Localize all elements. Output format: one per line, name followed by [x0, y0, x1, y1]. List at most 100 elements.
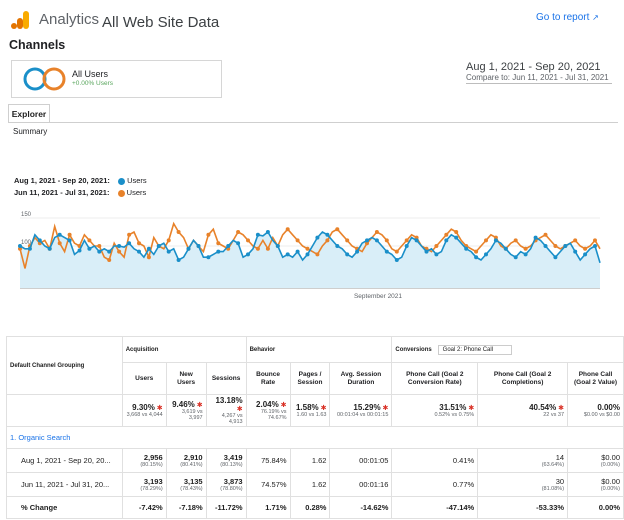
column-header[interactable]: Bounce Rate: [245, 362, 291, 395]
previous-series-point[interactable]: [216, 241, 221, 246]
current-series-point[interactable]: [27, 246, 32, 251]
current-series-point[interactable]: [255, 232, 260, 237]
previous-series-point[interactable]: [513, 238, 518, 243]
previous-series-point[interactable]: [107, 258, 112, 262]
current-series-point[interactable]: [454, 235, 459, 240]
current-series-point[interactable]: [464, 246, 469, 251]
previous-series-point[interactable]: [414, 235, 419, 240]
previous-series-point[interactable]: [573, 238, 578, 243]
previous-series-point[interactable]: [434, 244, 439, 248]
current-series-point[interactable]: [275, 244, 280, 248]
current-series-point[interactable]: [543, 244, 548, 248]
previous-series-point[interactable]: [543, 232, 548, 237]
current-series-point[interactable]: [583, 252, 588, 257]
previous-series-point[interactable]: [255, 246, 260, 251]
previous-series-point[interactable]: [166, 238, 171, 243]
previous-series-point[interactable]: [146, 255, 151, 260]
previous-series-point[interactable]: [553, 244, 558, 248]
current-series-point[interactable]: [107, 249, 112, 254]
previous-series-point[interactable]: [335, 227, 340, 232]
previous-series-point[interactable]: [384, 238, 389, 243]
previous-series-point[interactable]: [593, 238, 597, 243]
current-series-point[interactable]: [503, 246, 508, 251]
previous-series-point[interactable]: [583, 246, 588, 251]
current-series-point[interactable]: [265, 230, 270, 234]
current-series-point[interactable]: [77, 248, 82, 253]
current-series-point[interactable]: [206, 255, 211, 260]
current-series-point[interactable]: [474, 255, 479, 260]
compare-range[interactable]: Compare to: Jun 11, 2021 - Jul 31, 2021: [466, 73, 609, 82]
current-series-point[interactable]: [434, 252, 439, 257]
current-series-point[interactable]: [146, 246, 151, 251]
previous-series-point[interactable]: [137, 241, 141, 246]
previous-series-point[interactable]: [117, 249, 122, 254]
go-to-report-link[interactable]: Go to report ↗: [536, 12, 599, 23]
current-series-point[interactable]: [593, 244, 597, 248]
previous-series-point[interactable]: [57, 241, 62, 246]
previous-series-point[interactable]: [127, 232, 132, 237]
date-range[interactable]: Aug 1, 2021 - Sep 20, 2021: [466, 61, 601, 73]
current-series-point[interactable]: [57, 232, 62, 237]
current-series-point[interactable]: [47, 246, 52, 251]
current-series-point[interactable]: [394, 258, 399, 262]
current-series-point[interactable]: [444, 238, 449, 243]
column-header[interactable]: Avg. Session Duration: [329, 362, 393, 395]
current-series-point[interactable]: [365, 238, 369, 243]
previous-series-point[interactable]: [374, 230, 379, 234]
previous-series-point[interactable]: [305, 246, 310, 251]
column-header[interactable]: Sessions: [205, 362, 247, 395]
previous-series-point[interactable]: [87, 238, 92, 243]
current-series-point[interactable]: [325, 232, 330, 237]
current-series-point[interactable]: [384, 249, 389, 254]
current-series-point[interactable]: [87, 246, 92, 251]
current-series-point[interactable]: [196, 244, 201, 248]
current-series-point[interactable]: [117, 244, 122, 248]
column-header[interactable]: Phone Call (Goal 2 Completions): [477, 362, 569, 395]
tab-explorer[interactable]: Explorer: [8, 104, 50, 123]
current-series-point[interactable]: [127, 241, 132, 246]
previous-series-point[interactable]: [454, 230, 459, 234]
column-header[interactable]: Phone Call (Goal 2 Value): [567, 362, 624, 395]
previous-series-point[interactable]: [236, 230, 241, 234]
current-series-point[interactable]: [67, 238, 72, 243]
previous-series-point[interactable]: [295, 238, 300, 243]
current-series-point[interactable]: [523, 252, 528, 257]
column-header[interactable]: New Users: [165, 362, 207, 395]
current-series-point[interactable]: [97, 249, 102, 254]
previous-series-point[interactable]: [474, 249, 479, 254]
current-series-point[interactable]: [355, 249, 360, 254]
current-series-point[interactable]: [493, 238, 498, 243]
current-series-point[interactable]: [533, 235, 538, 240]
goal-select[interactable]: Goal 2: Phone Call: [437, 344, 512, 355]
current-series-point[interactable]: [305, 252, 310, 257]
previous-series-point[interactable]: [97, 244, 102, 248]
previous-series-point[interactable]: [67, 232, 72, 237]
previous-series-point[interactable]: [206, 232, 211, 237]
current-series-point[interactable]: [563, 244, 568, 248]
current-series-point[interactable]: [404, 244, 409, 248]
current-series-point[interactable]: [246, 252, 250, 257]
current-series-point[interactable]: [37, 238, 42, 243]
channel-link[interactable]: 1. Organic Search: [10, 433, 71, 442]
previous-series-point[interactable]: [345, 238, 350, 243]
previous-series-point[interactable]: [493, 235, 498, 240]
previous-series-point[interactable]: [404, 238, 409, 243]
previous-series-point[interactable]: [523, 246, 528, 251]
current-series-point[interactable]: [345, 252, 350, 257]
previous-series-point[interactable]: [18, 246, 22, 251]
previous-series-point[interactable]: [176, 230, 181, 234]
current-series-point[interactable]: [236, 241, 241, 246]
current-series-point[interactable]: [424, 249, 429, 254]
current-series-point[interactable]: [166, 249, 171, 254]
current-series-point[interactable]: [226, 244, 231, 248]
previous-series-point[interactable]: [444, 232, 449, 237]
current-series-point[interactable]: [137, 249, 141, 254]
current-series-point[interactable]: [186, 246, 191, 251]
current-series-point[interactable]: [553, 255, 558, 260]
previous-series-point[interactable]: [265, 246, 270, 251]
column-header[interactable]: Pages / Session: [289, 362, 331, 395]
current-series-point[interactable]: [414, 238, 419, 243]
previous-series-point[interactable]: [246, 238, 250, 243]
previous-series-point[interactable]: [325, 238, 330, 243]
previous-series-point[interactable]: [315, 252, 320, 257]
